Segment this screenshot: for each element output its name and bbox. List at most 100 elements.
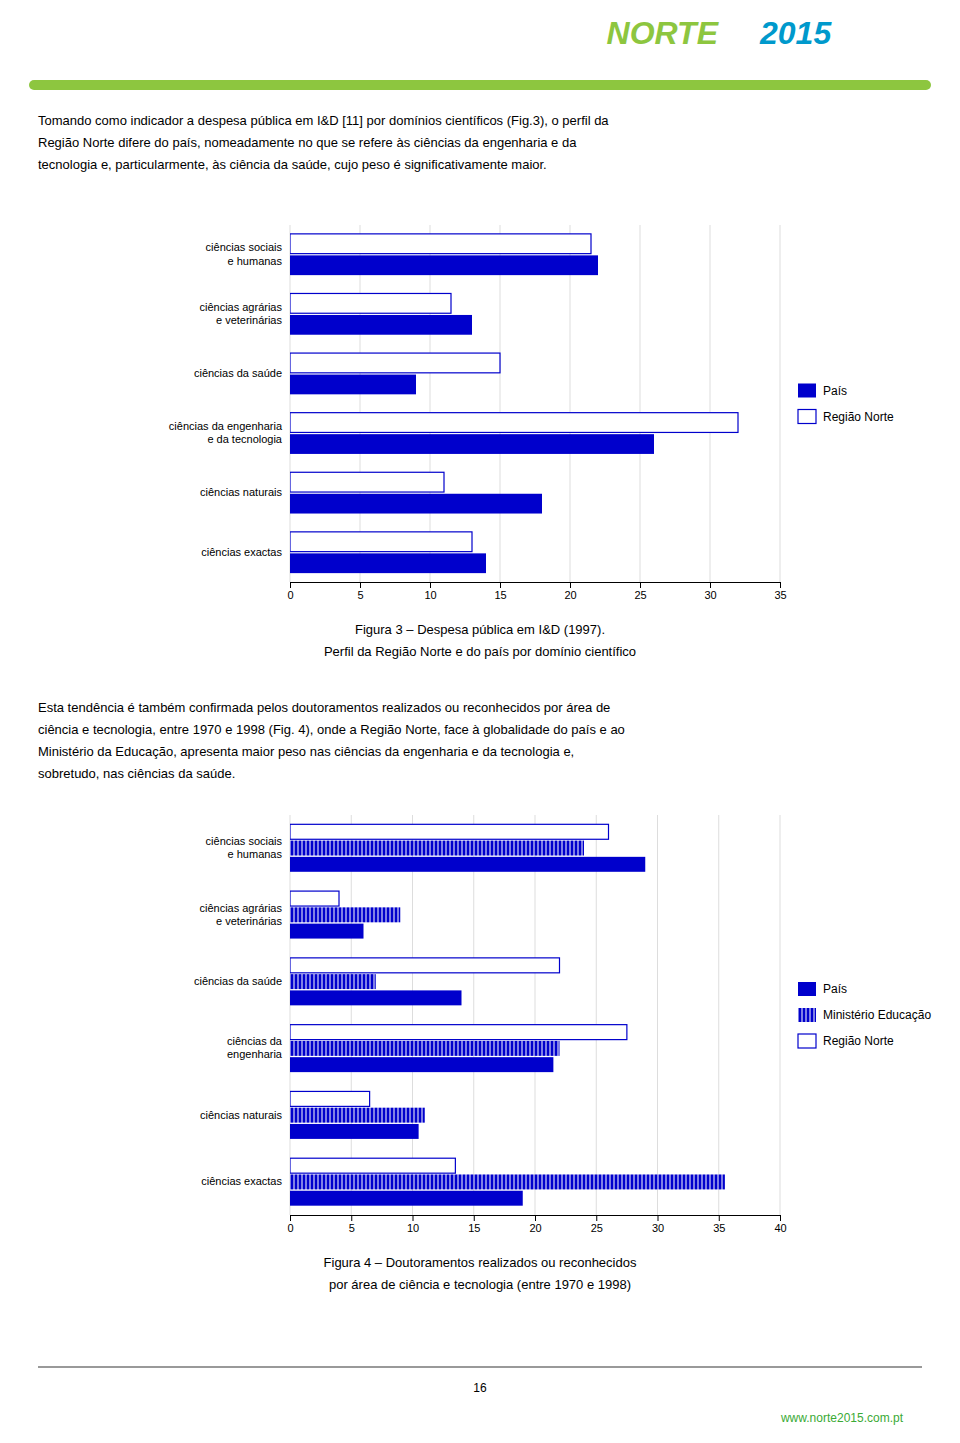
paragraph-line: ciência e tecnologia, entre 1970 e 1998 … [38,722,625,737]
y-axis: ciências sociaise humanas ciências agrári… [169,241,283,558]
x-tick: 5 [357,582,363,601]
tick-mark [780,1215,781,1221]
legend-label: País [823,982,847,996]
tick-mark [351,1215,352,1221]
tick-label: ciências daengenharia [227,1035,283,1060]
series [290,857,645,1206]
legend-swatch [798,1008,816,1022]
x-tick: 30 [704,582,716,601]
y-tick: ciências naturais [200,486,282,498]
legend-item: Região Norte [798,410,894,424]
paragraph-line: tecnologia e, particularmente, às ciênci… [38,157,547,172]
bar [290,353,500,373]
legend-label: Região Norte [823,410,894,424]
tick-mark [640,582,641,588]
legend: País Região Norte [798,384,894,424]
tick-mark [780,582,781,588]
x-tick: 15 [468,1215,480,1234]
tick-mark [360,582,361,588]
grid-line [657,815,658,1215]
bars [290,234,738,573]
legend: País Ministério Educação Região Norte [798,982,931,1048]
y-tick: ciências daengenharia [227,1035,283,1060]
legend-swatch [798,982,816,996]
legend-item: País [798,384,847,398]
bar [290,958,560,973]
x-tick: 40 [774,1215,786,1234]
chart-title: Figura 3 – Despesa pública em I&D (1997)… [355,622,605,637]
x-tick: 25 [591,1215,603,1234]
grid-line [710,225,711,582]
axis-line [291,1216,781,1222]
grid [290,815,780,1215]
y-tick: ciências sociaise humanas [206,241,283,266]
tick-mark [719,1215,720,1221]
series [290,234,738,552]
grid-line [640,225,641,582]
tick-mark [535,1215,536,1221]
paragraph-line: Região Norte difere do país, nomeadament… [38,135,577,150]
chart: 0510152025303540ciências sociaise humana… [194,815,931,1292]
x-tick: 5 [349,1215,355,1234]
bar [290,924,364,939]
y-tick: ciências naturais [200,1109,282,1121]
x-tick: 35 [774,582,786,601]
tick-label: 40 [774,1222,786,1234]
y-axis: ciências sociaise humanasciências agrári… [194,835,283,1187]
tick-label: ciências agráriase veterinárias [199,301,282,326]
tick-label: ciências exactas [201,546,282,558]
tick-label: 15 [468,1222,480,1234]
bars [290,824,725,1205]
bar [290,1191,523,1206]
legend-label: País [823,384,847,398]
chart-subtitle: Perfil da Região Norte e do país por dom… [324,644,636,659]
tick-label: ciências sociaise humanas [206,835,283,860]
x-axis: 0510152025303540 [287,1215,786,1234]
series [290,824,627,1173]
bar [290,472,444,492]
x-tick: 15 [494,582,506,601]
bar [290,1108,425,1123]
grid-line [360,225,361,582]
page: NORTE2015Tomando como indicador a despes… [0,0,960,1443]
grid-line [412,815,413,1215]
tick-mark [290,582,291,588]
grid-line [535,815,536,1215]
y-tick: ciências exactas [201,546,282,558]
tick-mark [596,1215,597,1221]
grid-line [351,815,352,1215]
tick-label: 5 [349,1222,355,1234]
tick-label: 25 [634,589,646,601]
x-tick: 30 [652,1215,664,1234]
legend-item: Ministério Educação [798,1008,931,1022]
paragraph: Tomando como indicador a despesa pública… [38,113,609,172]
bar [290,315,472,335]
legend-swatch [798,410,816,424]
tick-mark [474,1215,475,1221]
y-tick: ciências sociaise humanas [206,835,283,860]
paragraph-line: Esta tendência é também confirmada pelos… [38,700,610,715]
legend-swatch [798,384,816,398]
y-tick: ciências da engenhariae da tecnologia [169,420,283,445]
bar [290,974,376,989]
chart-title: Figura 4 – Doutoramentos realizados ou r… [324,1255,637,1270]
bar [290,532,472,552]
x-tick: 10 [424,582,436,601]
bar [290,824,609,839]
grid-line [430,225,431,582]
bar [290,1091,370,1106]
tick-label: ciências da saúde [194,975,282,987]
tick-mark [413,1215,414,1221]
bar [290,293,451,313]
legend-item: Região Norte [798,1034,894,1048]
grid-line [780,815,781,1215]
grid-line [473,815,474,1215]
tick-label: 20 [564,589,576,601]
x-tick: 0 [287,1215,293,1234]
tick-label: 35 [713,1222,725,1234]
bar [290,1158,455,1173]
tick-label: 10 [407,1222,419,1234]
tick-mark [658,1215,659,1221]
axis-line [291,583,781,589]
tick-label: ciências da engenhariae da tecnologia [169,420,283,445]
